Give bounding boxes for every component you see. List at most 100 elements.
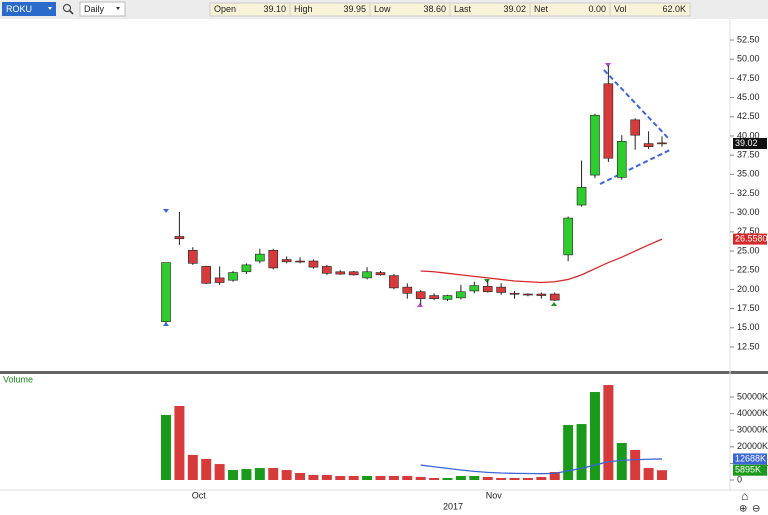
high-marker xyxy=(163,209,169,213)
volume-bar xyxy=(161,414,171,480)
candle-body xyxy=(523,293,533,296)
candle-body xyxy=(335,271,346,275)
volume-bar xyxy=(321,475,332,480)
symbol: ROKU xyxy=(6,4,32,14)
field-label: Vol xyxy=(614,4,627,14)
high-marker xyxy=(484,279,490,283)
candle-body xyxy=(281,259,292,263)
trendline xyxy=(599,148,673,185)
y-tick-label: 40000K xyxy=(737,408,768,418)
candle-body xyxy=(643,143,654,147)
y-tick-label: 42.50 xyxy=(737,111,760,121)
volume-bar xyxy=(335,476,346,480)
volume-bar xyxy=(616,442,627,480)
y-tick-label: 20.00 xyxy=(737,284,760,294)
candle-body xyxy=(442,295,453,300)
candle-body xyxy=(241,264,252,273)
volume-bar xyxy=(388,476,399,480)
low-marker xyxy=(417,303,423,307)
volume-bar xyxy=(254,468,265,480)
candle-body xyxy=(616,141,627,178)
candle-body xyxy=(603,83,614,159)
high-marker xyxy=(605,63,611,67)
x-tick-label: Oct xyxy=(192,490,207,500)
candle-body xyxy=(188,249,198,264)
interval: Daily xyxy=(84,4,105,14)
low-marker xyxy=(163,322,169,326)
volume-bar xyxy=(187,454,198,480)
y-tick-label: 0 xyxy=(737,474,742,484)
y-tick-label: 17.50 xyxy=(737,303,760,313)
y-tick-label: 20000K xyxy=(737,441,768,451)
moving-average xyxy=(420,458,663,475)
value-tag-label: 26.5580 xyxy=(735,233,768,243)
candle-body xyxy=(362,271,372,279)
value-tag-label: 5895K xyxy=(735,465,761,475)
volume-bar xyxy=(201,458,212,480)
candle-body xyxy=(482,286,493,293)
volume-bar xyxy=(308,475,319,480)
y-tick-label: 30.00 xyxy=(737,207,760,217)
volume-bar xyxy=(214,464,225,480)
volume-bar xyxy=(402,476,413,480)
field-value: 39.10 xyxy=(263,4,286,14)
candle-body xyxy=(174,236,185,240)
y-tick-label: 30000K xyxy=(737,425,768,435)
candle-body xyxy=(348,271,359,276)
volume-bar xyxy=(603,385,614,480)
zoom-in[interactable]: ⊕ xyxy=(739,504,747,515)
interval-box[interactable] xyxy=(79,1,126,17)
y-tick-label: 50.00 xyxy=(737,54,760,64)
field-value: 39.02 xyxy=(503,4,526,14)
candle-body xyxy=(201,266,212,284)
field-label: High xyxy=(294,4,313,14)
volume-bar xyxy=(469,476,480,480)
y-tick-label: 15.00 xyxy=(737,322,760,332)
value-tag xyxy=(733,137,767,149)
volume-bar xyxy=(174,405,185,480)
value-tag-label: 12688K xyxy=(735,453,766,463)
field-label: Low xyxy=(374,4,391,14)
candle-body xyxy=(375,272,386,276)
candle-body xyxy=(255,253,265,262)
candle-body xyxy=(402,286,413,294)
home-icon[interactable]: ⌂ xyxy=(741,489,748,503)
value-tag xyxy=(733,453,767,465)
volume-bar xyxy=(241,469,252,480)
volume-bar xyxy=(589,392,600,480)
candle-body xyxy=(214,277,225,283)
volume-bar xyxy=(455,476,466,480)
field-label: Last xyxy=(454,4,472,14)
candle-body xyxy=(456,291,466,299)
volume-bar xyxy=(563,425,574,480)
y-tick-label: 22.50 xyxy=(737,265,760,275)
candle-body xyxy=(389,275,399,289)
field-label: Open xyxy=(214,4,236,14)
x-tick-label: Nov xyxy=(486,490,503,500)
candle-body xyxy=(228,272,238,281)
y-tick-label: 52.50 xyxy=(737,34,760,44)
volume-bar xyxy=(415,477,426,480)
candle-body xyxy=(536,293,547,296)
x-year-label: 2017 xyxy=(443,501,463,511)
candle-body xyxy=(590,114,600,176)
search-icon[interactable] xyxy=(63,4,71,12)
y-tick-label: 27.50 xyxy=(737,226,760,236)
zoom-out[interactable]: ⊖ xyxy=(752,504,760,515)
candle-body xyxy=(509,292,520,295)
field-label: Net xyxy=(534,4,549,14)
volume-bar xyxy=(576,424,587,480)
volume-bar xyxy=(295,473,306,480)
candle-body xyxy=(496,286,506,293)
candle-body xyxy=(576,187,587,206)
dropdown-arrow xyxy=(48,7,52,10)
volume-bar xyxy=(630,449,641,480)
field-value: 62.0K xyxy=(662,4,686,14)
candle-body xyxy=(429,295,439,299)
y-tick-label: 32.50 xyxy=(737,188,760,198)
moving-average xyxy=(420,238,663,284)
volume-bar xyxy=(656,470,667,480)
symbol-box[interactable] xyxy=(2,2,56,16)
